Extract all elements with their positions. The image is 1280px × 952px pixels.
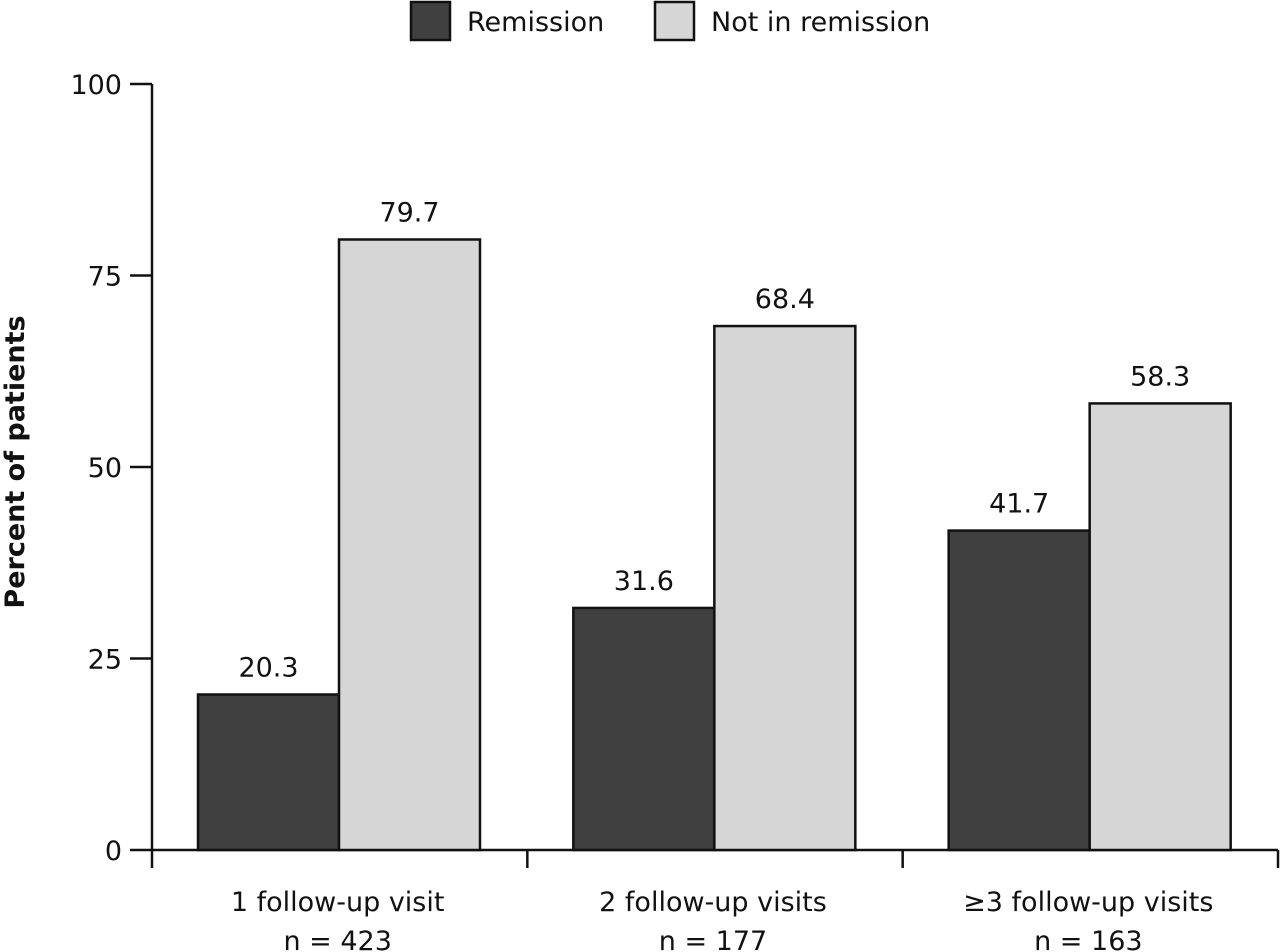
bar-remission	[572, 606, 716, 852]
legend-swatch-2	[653, 0, 696, 42]
y-tick-label: 100	[70, 70, 122, 101]
bar-remission	[196, 693, 341, 852]
legend-label-2: Not in remission	[711, 7, 930, 38]
bar-not-in-remission	[1088, 402, 1232, 852]
x-tick-label: 2 follow-up visits	[599, 887, 827, 918]
x-tick-sublabel: n = 177	[659, 926, 767, 952]
legend-label-1: Remission	[467, 7, 604, 38]
bar-not-in-remission	[713, 324, 857, 852]
bars	[196, 238, 1232, 852]
x-tick-sublabel: n = 423	[283, 926, 391, 952]
data-label: 79.7	[379, 197, 439, 228]
data-label: 20.3	[238, 653, 298, 684]
x-tick-label: 1 follow-up visit	[231, 887, 445, 918]
x-tick-sublabel: n = 163	[1034, 926, 1142, 952]
bar-not-in-remission	[337, 238, 482, 852]
y-tick-label: 0	[105, 836, 122, 867]
data-label: 58.3	[1130, 361, 1190, 392]
legend: Remission Not in remission	[409, 0, 930, 42]
y-axis: 0 25 50 75 100	[70, 70, 154, 867]
y-tick-label: 50	[88, 453, 122, 484]
y-axis-label: Percent of patients	[0, 315, 31, 608]
data-labels: 20.3 79.7 31.6 68.4 41.7 58.3	[238, 197, 1190, 683]
bar-remission	[947, 529, 1091, 852]
x-tick-label: ≥3 follow-up visits	[963, 887, 1213, 918]
y-tick-label: 25	[88, 645, 122, 676]
x-axis: 1 follow-up visit n = 423 2 follow-up visi…	[150, 848, 1280, 952]
data-label: 68.4	[755, 284, 815, 315]
legend-swatch-1	[409, 0, 452, 42]
data-label: 41.7	[989, 489, 1049, 520]
y-tick-label: 75	[88, 262, 122, 293]
data-label: 31.6	[614, 566, 674, 597]
